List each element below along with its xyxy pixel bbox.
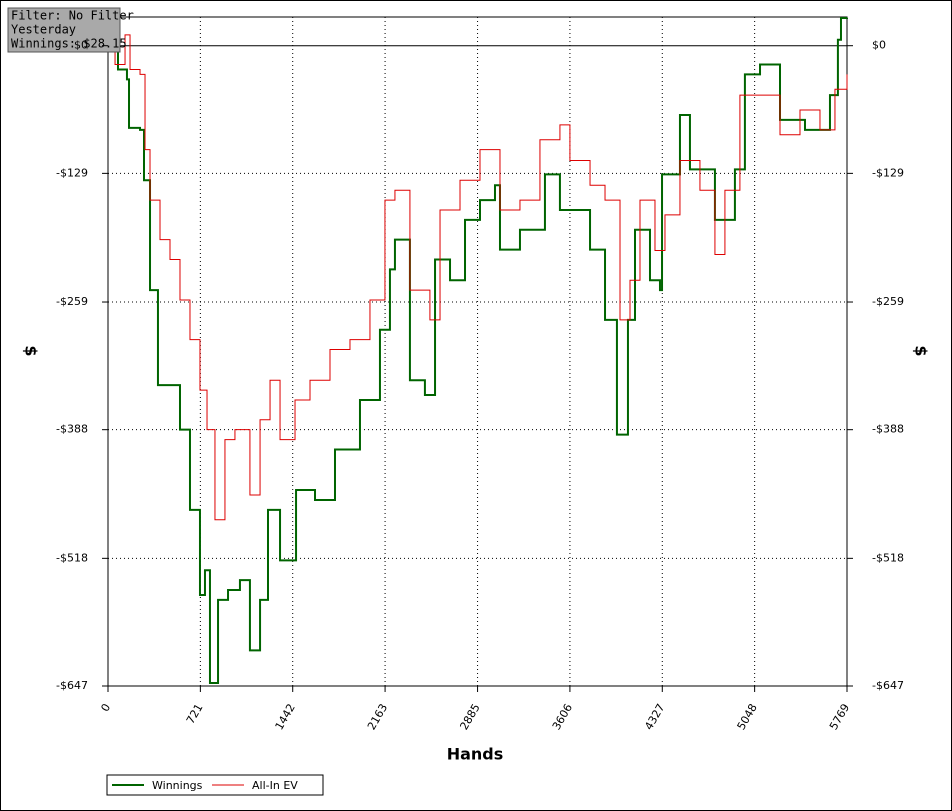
lines: [108, 16, 848, 687]
info-box: Filter: No Filter Yesterday Winnings: $2…: [7, 7, 134, 53]
y-tick-label: $0: [74, 39, 88, 52]
y-axis-label: $: [22, 345, 41, 356]
y2-axis-label: $: [912, 345, 931, 356]
plot-area: [107, 16, 848, 687]
y-tick-label: -$647: [56, 679, 88, 692]
y-tick-label: -$388: [56, 423, 88, 436]
series-line: [108, 16, 848, 685]
y-tick-label: -$129: [56, 166, 88, 179]
legend-label: All-In EV: [252, 779, 298, 792]
y2-tick-label: -$388: [872, 423, 904, 436]
y2-tick-label: -$518: [872, 551, 904, 564]
y-tick-label: -$518: [56, 551, 88, 564]
info-line: Filter: No Filter: [11, 9, 134, 23]
info-line: Yesterday: [11, 23, 76, 37]
info-background: [7, 7, 121, 53]
series-line: [108, 34, 848, 521]
y2-tick-label: -$129: [872, 166, 904, 179]
legend-label: Winnings: [152, 779, 203, 792]
y2-tick-label: $0: [872, 39, 886, 52]
y2-tick-label: -$259: [872, 295, 904, 308]
x-axis-label: Hands: [447, 745, 504, 764]
y2-tick-label: -$647: [872, 679, 904, 692]
info-line: Winnings: $28.15: [11, 37, 127, 51]
y-tick-label: -$259: [56, 295, 88, 308]
